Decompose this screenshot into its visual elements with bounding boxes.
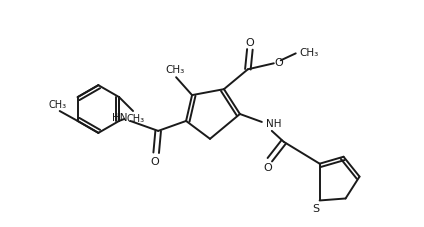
Text: O: O xyxy=(245,38,254,48)
Text: HN: HN xyxy=(112,113,127,122)
Text: O: O xyxy=(263,162,272,172)
Text: O: O xyxy=(151,156,159,166)
Text: S: S xyxy=(312,204,319,213)
Text: CH₃: CH₃ xyxy=(165,65,185,75)
Text: O: O xyxy=(275,58,284,68)
Text: CH₃: CH₃ xyxy=(127,114,145,123)
Text: CH₃: CH₃ xyxy=(300,48,319,58)
Text: NH: NH xyxy=(266,118,281,128)
Text: CH₃: CH₃ xyxy=(49,100,67,110)
